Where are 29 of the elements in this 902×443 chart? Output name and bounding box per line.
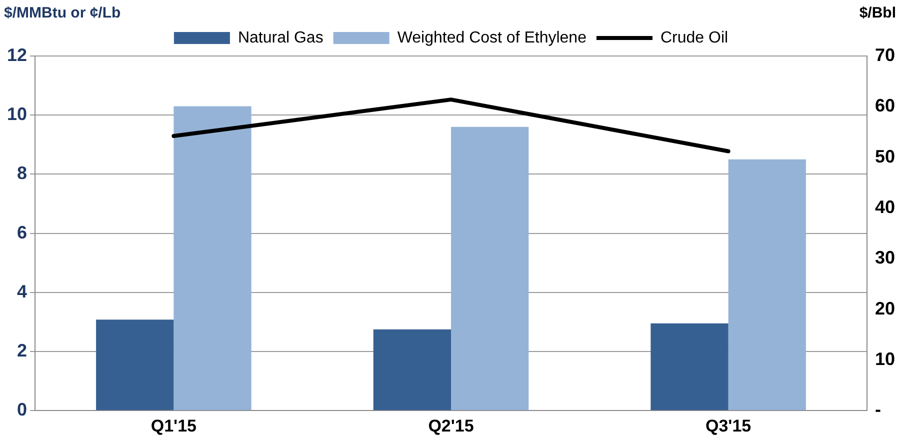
x-tick-label: Q3'15 [706,416,752,436]
x-tick-label: Q2'15 [428,416,474,436]
bar [728,159,806,410]
y2-tick-label: 50 [874,146,896,166]
bar [174,106,252,410]
y-tick-label: 8 [17,163,28,184]
y-axis-title: $/MMBtu or ¢/Lb [4,4,121,22]
y2-tick-label: 40 [874,196,896,217]
y-tick-label: 12 [6,44,28,65]
y-tick-label: 10 [6,104,28,124]
bar [373,329,451,410]
legend-label: Weighted Cost of Ethylene [397,29,587,46]
y-tick-label: 0 [17,400,28,420]
y2-tick-label: 60 [874,96,896,116]
bar [650,323,728,410]
y2-tick-label: 70 [874,44,896,65]
y-tick-label: 6 [17,222,28,242]
y-tick-label: 4 [17,281,28,302]
y2-axis-title: $/Bbl [859,4,896,22]
y2-tick-label: - [874,400,881,420]
bar [451,126,529,410]
y2-tick-label: 30 [874,248,896,268]
y2-tick-label: 20 [874,298,896,318]
x-tick-label: Q1'15 [150,416,196,436]
legend-label: Crude Oil [660,29,728,46]
bar [96,320,174,410]
legend-label: Natural Gas [238,29,324,46]
y-tick-label: 2 [17,340,28,360]
y2-tick-label: 10 [874,348,896,369]
